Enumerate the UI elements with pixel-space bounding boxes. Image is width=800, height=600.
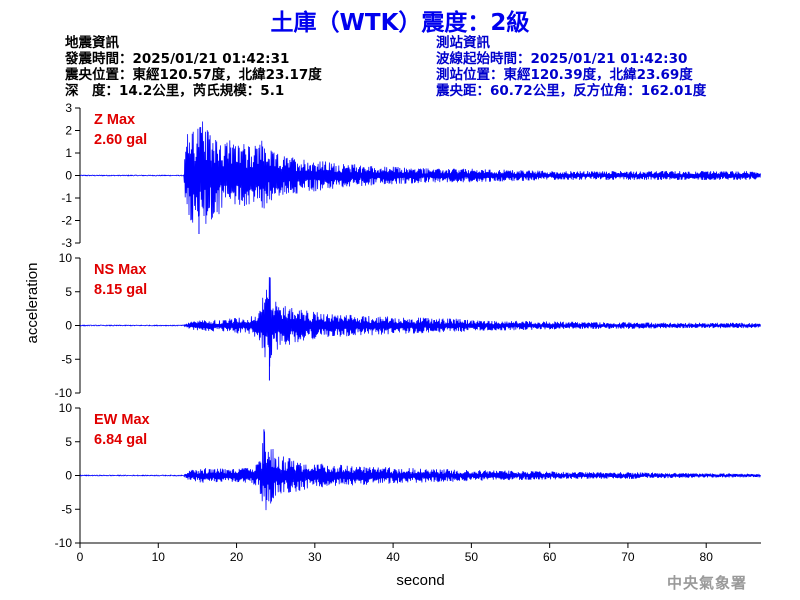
y-tick-label: -1 bbox=[61, 191, 72, 205]
max-value: 8.15 gal bbox=[94, 282, 147, 298]
y-tick-label: -10 bbox=[55, 536, 73, 550]
page-title: 土庫（WTK）震度：2級 bbox=[270, 10, 530, 36]
y-tick-label: -3 bbox=[61, 236, 72, 250]
y-tick-label: 5 bbox=[65, 435, 72, 449]
y-tick-label: 0 bbox=[65, 469, 72, 483]
depth-magnitude: 深 度：14.2公里，芮氏規模：5.1 bbox=[65, 83, 285, 99]
x-tick-label: 80 bbox=[700, 550, 714, 564]
max-label: NS Max bbox=[94, 262, 146, 278]
x-tick-label: 0 bbox=[77, 550, 84, 564]
x-tick-label: 20 bbox=[230, 550, 244, 564]
max-value: 6.84 gal bbox=[94, 432, 147, 448]
event-info-heading: 地震資訊 bbox=[65, 35, 119, 51]
y-tick-label: -5 bbox=[61, 502, 72, 516]
station-location: 測站位置：東經120.39度，北緯23.69度 bbox=[436, 67, 693, 83]
x-tick-label: 60 bbox=[543, 550, 557, 564]
y-tick-label: 0 bbox=[65, 319, 72, 333]
y-tick-label: -10 bbox=[55, 386, 73, 400]
x-tick-label: 50 bbox=[465, 550, 479, 564]
waveform-trace bbox=[79, 121, 761, 224]
max-label: Z Max bbox=[94, 112, 135, 128]
max-label: EW Max bbox=[94, 412, 150, 428]
x-axis-title: second bbox=[396, 572, 444, 589]
event-info-block: 地震資訊 發震時間：2025/01/21 01:42:31 震央位置：東經120… bbox=[65, 35, 322, 99]
epicenter-location: 震央位置：東經120.57度，北緯23.17度 bbox=[65, 67, 322, 83]
y-tick-label: 0 bbox=[65, 169, 72, 183]
y-tick-label: -2 bbox=[61, 214, 72, 228]
y-tick-label: -5 bbox=[61, 352, 72, 366]
panel-z: -3 -2 -1 0 1 2 3 Z Max 2.60 gal bbox=[61, 101, 761, 250]
max-value: 2.60 gal bbox=[94, 132, 147, 148]
y-tick-label: 2 bbox=[65, 124, 72, 138]
station-info-heading: 測站資訊 bbox=[436, 35, 490, 51]
agency-label: 中央氣象署 bbox=[666, 574, 747, 592]
y-tick-label: 10 bbox=[59, 401, 73, 415]
y-axis-title: acceleration bbox=[24, 263, 41, 344]
waveform-trace bbox=[79, 277, 761, 367]
panel-ns: -10 -5 0 5 10 NS Max 8.15 gal bbox=[55, 251, 761, 400]
x-tick-label: 40 bbox=[386, 550, 400, 564]
station-info-block: 測站資訊 波線起始時間：2025/01/21 01:42:30 測站位置：東經1… bbox=[436, 35, 706, 99]
distance-azimuth: 震央距：60.72公里，反方位角：162.01度 bbox=[436, 83, 707, 99]
y-tick-label: 10 bbox=[59, 251, 73, 265]
y-tick-label: 1 bbox=[65, 146, 72, 160]
waveform-trace bbox=[79, 431, 761, 511]
wave-start-time: 波線起始時間：2025/01/21 01:42:30 bbox=[436, 51, 688, 67]
panel-ew: -10 -5 0 5 10 EW Max 6.84 gal bbox=[55, 401, 761, 550]
y-tick-label: 3 bbox=[65, 101, 72, 115]
y-tick-label: 5 bbox=[65, 285, 72, 299]
x-tick-label: 10 bbox=[152, 550, 166, 564]
x-tick-label: 30 bbox=[308, 550, 322, 564]
origin-time: 發震時間：2025/01/21 01:42:31 bbox=[65, 51, 290, 67]
x-tick-label: 70 bbox=[621, 550, 635, 564]
